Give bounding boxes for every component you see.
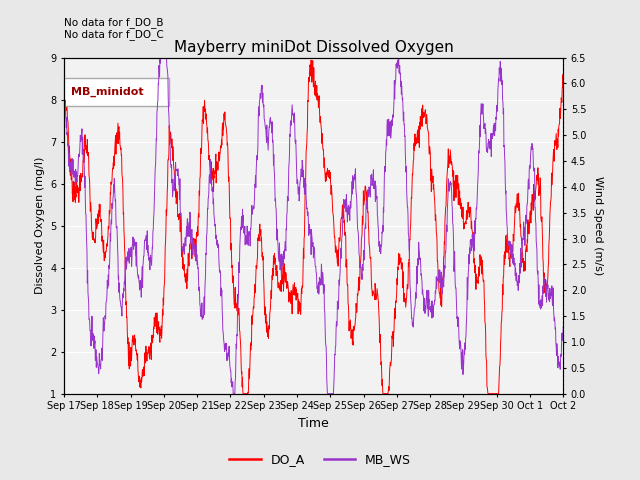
Title: Mayberry miniDot Dissolved Oxygen: Mayberry miniDot Dissolved Oxygen <box>173 40 454 55</box>
Text: MB_minidot: MB_minidot <box>72 87 144 97</box>
FancyBboxPatch shape <box>64 78 169 107</box>
Text: No data for f_DO_B: No data for f_DO_B <box>64 17 163 28</box>
Legend: DO_A, MB_WS: DO_A, MB_WS <box>224 448 416 471</box>
Text: No data for f_DO_C: No data for f_DO_C <box>64 29 164 40</box>
Y-axis label: Dissolved Oxygen (mg/l): Dissolved Oxygen (mg/l) <box>35 157 45 294</box>
X-axis label: Time: Time <box>298 417 329 430</box>
Y-axis label: Wind Speed (m/s): Wind Speed (m/s) <box>593 176 603 275</box>
